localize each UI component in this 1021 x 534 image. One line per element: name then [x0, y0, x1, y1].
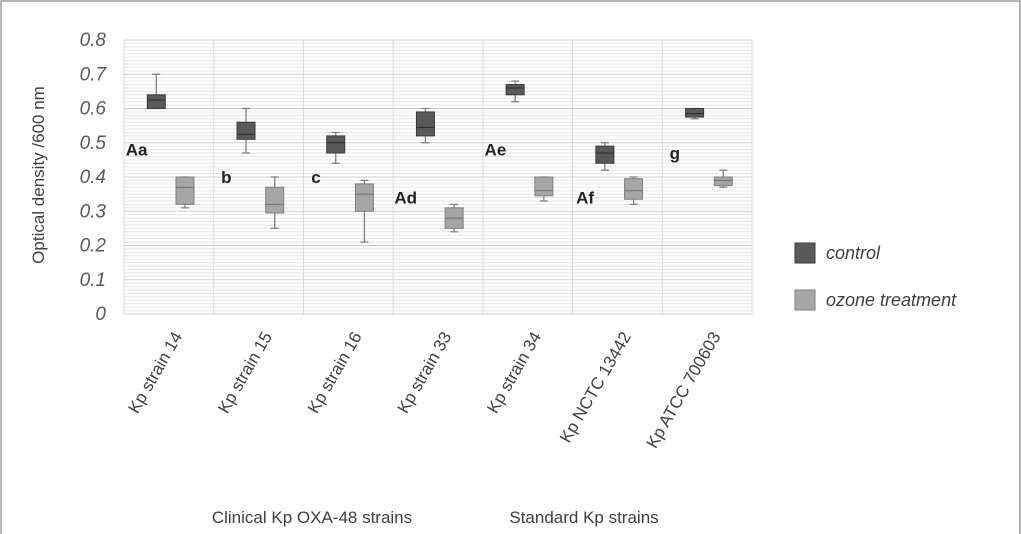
x-category-label: Kp NCTC 13442 — [556, 329, 635, 447]
legend-label: ozone treatment — [826, 290, 957, 310]
x-category-label: Kp ATCC 700603 — [643, 329, 725, 452]
x-category-label: Kp strain 33 — [394, 329, 456, 417]
gridlines — [124, 40, 752, 314]
y-axis-label: Optical density /600 nm — [29, 86, 48, 264]
x-category-label: Kp strain 16 — [304, 329, 366, 417]
group-label-clinical: Clinical Kp OXA-48 strains — [212, 508, 412, 527]
legend-label: control — [826, 243, 881, 263]
legend-swatch — [795, 243, 815, 263]
box — [535, 177, 553, 196]
x-category-label: Kp strain 14 — [124, 329, 186, 417]
y-tick-label: 0.8 — [80, 30, 107, 51]
significance-letter: g — [670, 144, 680, 163]
box — [266, 187, 284, 213]
box — [237, 122, 255, 139]
significance-letter: Aa — [126, 141, 148, 160]
y-axis: 0 0.1 0.2 0.3 0.4 0.5 0.6 0.7 0.8 — [80, 30, 108, 325]
legend: control ozone treatment — [795, 243, 957, 310]
x-category-label: Kp strain 34 — [483, 329, 545, 417]
box — [625, 179, 643, 200]
box — [596, 146, 614, 163]
significance-letter: b — [221, 168, 231, 187]
y-tick-label: 0.7 — [80, 64, 108, 85]
box — [176, 177, 194, 204]
box-marks — [147, 74, 732, 242]
group-label-standard: Standard Kp strains — [509, 508, 658, 527]
y-tick-label: 0.6 — [80, 99, 107, 120]
y-tick-label: 0 — [95, 304, 106, 325]
box — [355, 184, 373, 211]
box — [506, 85, 524, 95]
x-category-label: Kp strain 15 — [214, 329, 276, 417]
y-tick-label: 0.2 — [80, 236, 107, 257]
significance-letter: Ad — [394, 189, 417, 208]
box — [327, 136, 345, 153]
box — [686, 109, 704, 118]
y-tick-label: 0.3 — [80, 201, 107, 222]
x-axis-categories: Kp strain 14 Kp strain 15 Kp strain 16 Kp s… — [124, 329, 724, 452]
box — [416, 112, 434, 136]
significance-letter: Ae — [485, 141, 507, 160]
y-tick-label: 0.4 — [80, 167, 106, 188]
legend-swatch — [795, 290, 815, 310]
box — [147, 95, 165, 109]
significance-letter: c — [311, 168, 320, 187]
significance-letter: Af — [576, 189, 594, 208]
group-labels: Clinical Kp OXA-48 strains Standard Kp st… — [212, 508, 659, 527]
y-tick-label: 0.1 — [80, 270, 106, 291]
box — [714, 177, 732, 186]
y-tick-label: 0.5 — [80, 133, 107, 154]
